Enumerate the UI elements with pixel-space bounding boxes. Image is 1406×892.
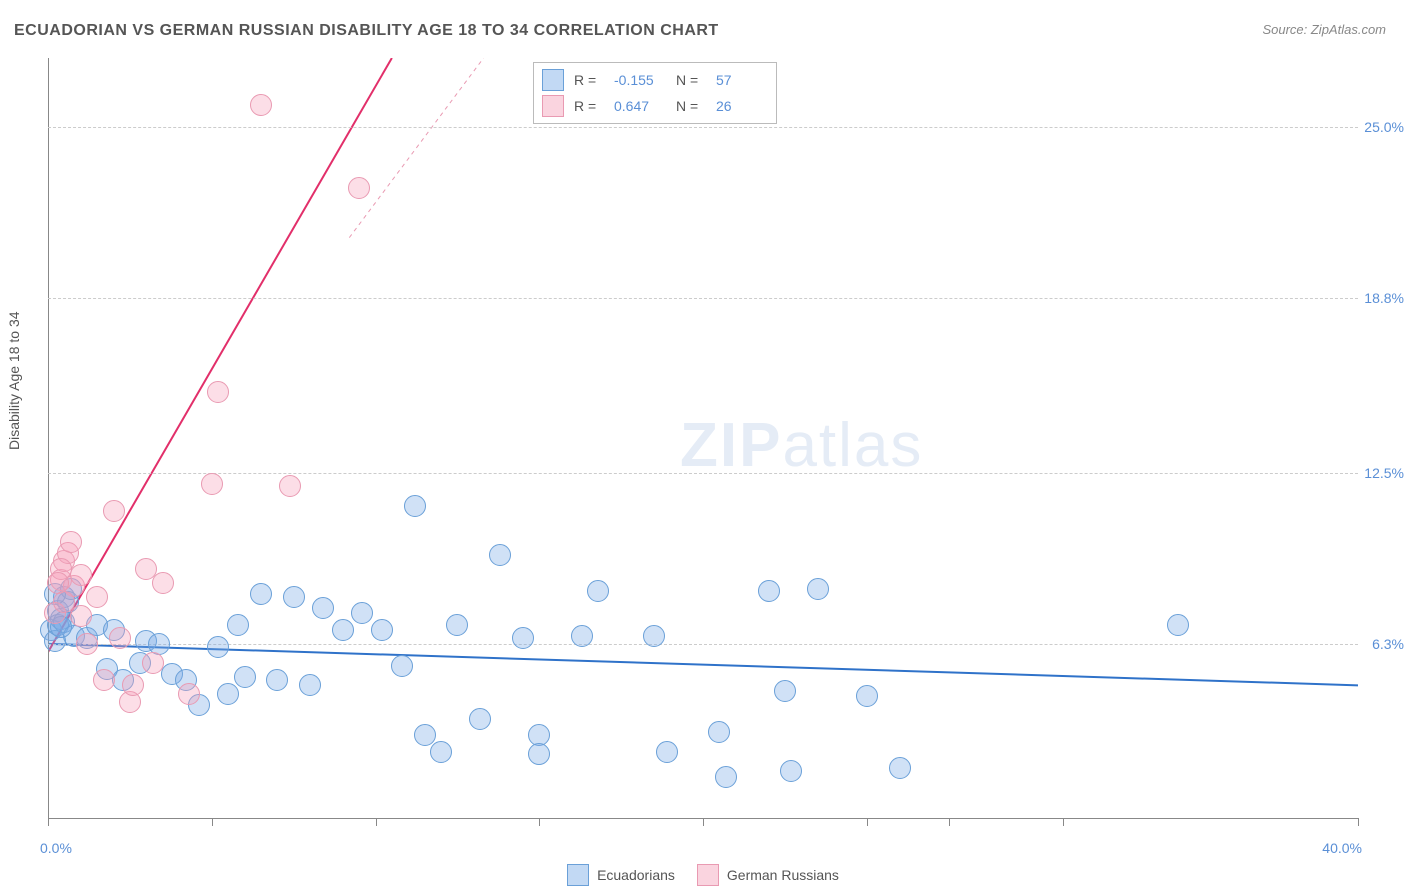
- data-point: [856, 685, 878, 707]
- data-point: [780, 760, 802, 782]
- x-tick: [48, 818, 49, 826]
- gridline: [48, 473, 1358, 474]
- data-point: [332, 619, 354, 641]
- data-point: [250, 583, 272, 605]
- data-point: [404, 495, 426, 517]
- data-point: [70, 605, 92, 627]
- y-tick-label: 25.0%: [1364, 119, 1404, 135]
- plot-area: 6.3%12.5%18.8%25.0%0.0%40.0%R =-0.155N =…: [48, 58, 1358, 818]
- x-tick: [867, 818, 868, 826]
- y-tick-label: 18.8%: [1364, 290, 1404, 306]
- data-point: [312, 597, 334, 619]
- legend-item: Ecuadorians: [567, 864, 675, 886]
- data-point: [178, 683, 200, 705]
- data-point: [528, 743, 550, 765]
- y-tick-label: 6.3%: [1372, 636, 1404, 652]
- legend-n-label: N =: [676, 72, 706, 88]
- data-point: [587, 580, 609, 602]
- y-axis: [48, 58, 49, 818]
- data-point: [571, 625, 593, 647]
- legend-swatch: [542, 95, 564, 117]
- x-tick: [376, 818, 377, 826]
- legend-label: Ecuadorians: [597, 867, 675, 883]
- x-tick: [1063, 818, 1064, 826]
- x-tick: [539, 818, 540, 826]
- data-point: [279, 475, 301, 497]
- data-point: [142, 652, 164, 674]
- data-point: [889, 757, 911, 779]
- data-point: [250, 94, 272, 116]
- data-point: [93, 669, 115, 691]
- gridline: [48, 127, 1358, 128]
- data-point: [109, 627, 131, 649]
- data-point: [283, 586, 305, 608]
- data-point: [489, 544, 511, 566]
- data-point: [234, 666, 256, 688]
- data-point: [207, 381, 229, 403]
- legend-bottom: Ecuadorians German Russians: [0, 864, 1406, 886]
- legend-label: German Russians: [727, 867, 839, 883]
- legend-r-label: R =: [574, 98, 604, 114]
- data-point: [60, 531, 82, 553]
- x-tick: [949, 818, 950, 826]
- data-point: [469, 708, 491, 730]
- x-tick-label-left: 0.0%: [40, 840, 72, 856]
- data-point: [351, 602, 373, 624]
- legend-n-value: 57: [716, 72, 768, 88]
- data-point: [774, 680, 796, 702]
- data-point: [76, 633, 98, 655]
- data-point: [207, 636, 229, 658]
- data-point: [152, 572, 174, 594]
- gridline: [48, 298, 1358, 299]
- chart-title: ECUADORIAN VS GERMAN RUSSIAN DISABILITY …: [14, 22, 719, 40]
- legend-item: German Russians: [697, 864, 839, 886]
- data-point: [446, 614, 468, 636]
- data-point: [512, 627, 534, 649]
- y-axis-label: Disability Age 18 to 34: [6, 311, 22, 450]
- data-point: [807, 578, 829, 600]
- legend-swatch: [567, 864, 589, 886]
- source-attribution: Source: ZipAtlas.com: [1262, 22, 1386, 37]
- data-point: [266, 669, 288, 691]
- data-point: [1167, 614, 1189, 636]
- legend-n-value: 26: [716, 98, 768, 114]
- data-point: [299, 674, 321, 696]
- x-tick: [703, 818, 704, 826]
- legend-n-label: N =: [676, 98, 706, 114]
- data-point: [201, 473, 223, 495]
- data-point: [758, 580, 780, 602]
- legend-correlation: R = -0.155 N = 57 R = 0.647 N = 26: [533, 62, 777, 124]
- data-point: [348, 177, 370, 199]
- trend-line: [48, 58, 392, 652]
- data-point: [70, 564, 92, 586]
- data-point: [414, 724, 436, 746]
- x-tick: [1358, 818, 1359, 826]
- data-point: [227, 614, 249, 636]
- data-point: [391, 655, 413, 677]
- data-point: [122, 674, 144, 696]
- data-point: [643, 625, 665, 647]
- x-tick-label-right: 40.0%: [1322, 840, 1362, 856]
- data-point: [371, 619, 393, 641]
- x-tick: [212, 818, 213, 826]
- data-point: [715, 766, 737, 788]
- legend-row: R = 0.647 N = 26: [542, 93, 768, 119]
- y-tick-label: 12.5%: [1364, 465, 1404, 481]
- data-point: [217, 683, 239, 705]
- data-point: [708, 721, 730, 743]
- trend-lines-layer: [48, 58, 1358, 818]
- gridline: [48, 644, 1358, 645]
- legend-r-label: R =: [574, 72, 604, 88]
- data-point: [103, 500, 125, 522]
- data-point: [656, 741, 678, 763]
- data-point: [430, 741, 452, 763]
- trend-line: [349, 58, 483, 238]
- legend-r-value: 0.647: [614, 98, 666, 114]
- legend-swatch: [697, 864, 719, 886]
- legend-row: R = -0.155 N = 57: [542, 67, 768, 93]
- legend-r-value: -0.155: [614, 72, 666, 88]
- data-point: [86, 586, 108, 608]
- legend-swatch: [542, 69, 564, 91]
